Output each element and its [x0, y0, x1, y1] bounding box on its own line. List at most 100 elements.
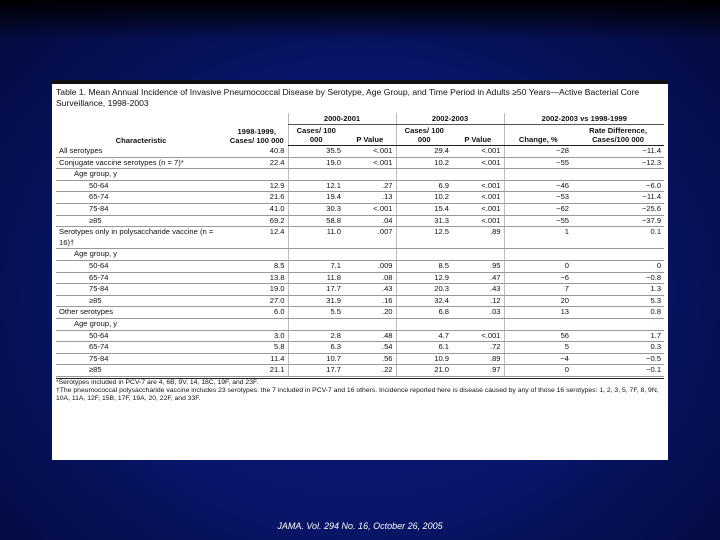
cell: 40.8: [226, 145, 288, 158]
cell: −25.6: [572, 203, 665, 216]
cell: 58.8: [287, 215, 344, 228]
table-row: 65-74 21.6 19.4.13 10.2 <.001 −53 −11.4: [56, 191, 665, 204]
cell: .54: [344, 341, 397, 354]
cell: 10.9: [395, 353, 453, 366]
cell: .13: [344, 191, 397, 204]
cell: 20.3: [395, 283, 453, 296]
cell: <.001: [344, 203, 397, 216]
row-label: 75-84: [56, 353, 226, 366]
cell: 12.5: [395, 226, 453, 250]
cell: .95: [452, 260, 505, 273]
table-row: 50-64 8.5 7.1.009 8.5.95 0 0: [56, 260, 665, 273]
col-header: Rate Difference, Cases/100 000: [572, 124, 665, 146]
col-header: P Value: [452, 124, 505, 146]
col-group-header: 2000-2001: [287, 113, 397, 125]
col-header: Cases/ 100 000: [395, 124, 453, 146]
cell: 11.4: [226, 353, 288, 366]
table-row: 65-74 13.8 11.8.08 12.9.47 −6 −0.8: [56, 272, 665, 285]
cell: −0.5: [572, 353, 665, 366]
cell: 0.8: [572, 306, 665, 319]
empty-cell: [452, 318, 505, 331]
row-label: 50-64: [56, 330, 226, 343]
empty-cell: [395, 248, 453, 261]
empty-cell: [344, 248, 397, 261]
subgroup-label: Age group, y: [56, 248, 226, 261]
cell: 1: [503, 226, 573, 250]
cell: −4: [503, 353, 573, 366]
row-label: 75-84: [56, 203, 226, 216]
cell: −6: [503, 272, 573, 285]
cell: −11.4: [572, 145, 665, 158]
row-label: 65-74: [56, 341, 226, 354]
cell: 6.3: [287, 341, 344, 354]
cell: .16: [344, 295, 397, 308]
cell: −0.8: [572, 272, 665, 285]
row-label: 65-74: [56, 272, 226, 285]
cell: 21.6: [226, 191, 288, 204]
subgroup-row: Age group, y: [56, 248, 665, 261]
cell: .43: [344, 283, 397, 296]
cell: 5.3: [572, 295, 665, 308]
empty-cell: [572, 168, 665, 181]
cell: 6.1: [395, 341, 453, 354]
cell: .27: [344, 180, 397, 193]
cell: 10.7: [287, 353, 344, 366]
empty-cell: [226, 318, 288, 331]
cell: .47: [452, 272, 505, 285]
cell: .56: [344, 353, 397, 366]
cell: 1.7: [572, 330, 665, 343]
cell: −55: [503, 157, 573, 170]
footnote: *Serotypes included in PCV-7 are 4, 6B, …: [56, 378, 259, 386]
empty-cell: [503, 318, 573, 331]
cell: 7: [503, 283, 573, 296]
col-header: Characteristic: [115, 135, 167, 145]
cell: −6.0: [572, 180, 665, 193]
cell: 27.0: [226, 295, 288, 308]
row-label: ≥85: [56, 215, 226, 228]
empty-cell: [503, 168, 573, 181]
cell: 69.2: [226, 215, 288, 228]
row-label: Other serotypes: [56, 306, 226, 319]
row-label: ≥85: [56, 364, 226, 377]
cell: .43: [452, 283, 505, 296]
cell: 35.5: [287, 145, 344, 158]
subgroup-row: Age group, y: [56, 168, 665, 181]
cell: 19.0: [226, 283, 288, 296]
cell: 7.1: [287, 260, 344, 273]
cell: 13.8: [226, 272, 288, 285]
cell: 8.5: [395, 260, 453, 273]
cell: .89: [452, 226, 505, 250]
cell: .007: [344, 226, 397, 250]
empty-cell: [226, 248, 288, 261]
cell: 22.4: [226, 157, 288, 170]
cell: 15.4: [395, 203, 453, 216]
cell: 0: [572, 260, 665, 273]
cell: 12.4: [226, 226, 288, 250]
cell: 21.1: [226, 364, 288, 377]
cell: 12.9: [395, 272, 453, 285]
cell: 6.0: [226, 306, 288, 319]
cell: 21.0: [395, 364, 453, 377]
cell: <.001: [344, 145, 397, 158]
cell: 17.7: [287, 364, 344, 377]
footnotes: *Serotypes included in PCV-7 are 4, 6B, …: [56, 377, 664, 404]
cell: 0.3: [572, 341, 665, 354]
table-row: ≥85 27.0 31.9.16 32.4.12 20 5.3: [56, 295, 665, 308]
cell: 4.7: [395, 330, 453, 343]
cell: 1.3: [572, 283, 665, 296]
row-label: ≥85: [56, 295, 226, 308]
cell: 5.5: [287, 306, 344, 319]
empty-cell: [287, 248, 344, 261]
col-header: Change, %: [503, 124, 573, 146]
empty-cell: [395, 168, 453, 181]
top-band: [0, 0, 720, 40]
cell: 0.1: [572, 226, 665, 250]
empty-cell: [395, 318, 453, 331]
cell: 19.0: [287, 157, 344, 170]
row-label: Serotypes only in polysaccharide vaccine…: [56, 226, 226, 250]
col-header: 1998-1999, Cases/ 100 000: [229, 126, 284, 145]
cell: 13: [503, 306, 573, 319]
table-row: Other serotypes 6.0 5.5.20 6.8.03 13 0.8: [56, 306, 665, 319]
cell: 31.9: [287, 295, 344, 308]
cell: 10.2: [395, 191, 453, 204]
